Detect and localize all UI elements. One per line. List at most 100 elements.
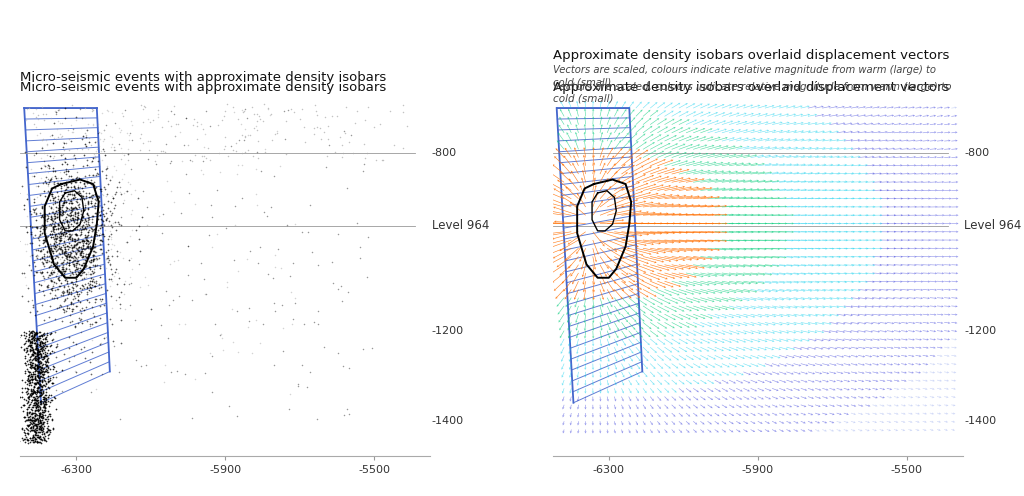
Point: [18, 388, 35, 396]
Point: [31, 405, 47, 413]
Point: [41, 244, 57, 251]
Point: [68, 203, 84, 211]
Point: [25, 385, 41, 393]
Point: [92, 147, 109, 155]
Point: [32, 409, 48, 417]
Point: [28, 399, 44, 407]
Point: [53, 232, 70, 240]
Point: [97, 174, 114, 182]
Point: [26, 364, 42, 372]
Point: [83, 232, 99, 240]
Point: [48, 279, 65, 287]
Point: [382, 107, 398, 115]
Point: [45, 275, 61, 283]
Point: [23, 358, 39, 366]
Point: [43, 221, 59, 229]
Point: [74, 223, 90, 231]
Point: [25, 350, 41, 358]
Point: [241, 131, 257, 139]
Point: [50, 133, 67, 141]
Point: [22, 434, 38, 441]
Point: [32, 423, 48, 431]
Point: [46, 243, 62, 250]
Point: [28, 329, 44, 337]
Point: [22, 337, 38, 345]
Point: [37, 367, 53, 375]
Point: [47, 234, 63, 242]
Point: [26, 433, 42, 441]
Point: [65, 175, 81, 183]
Point: [63, 243, 80, 251]
Point: [108, 201, 124, 209]
Point: [245, 152, 261, 160]
Point: [28, 342, 44, 350]
Point: [85, 269, 101, 277]
Point: [53, 184, 70, 192]
Point: [180, 242, 197, 250]
Point: [78, 217, 94, 225]
Point: [48, 225, 65, 233]
Point: [228, 307, 245, 315]
Point: [89, 255, 105, 263]
Point: [31, 358, 47, 366]
Point: [204, 388, 220, 396]
Point: [90, 194, 106, 202]
Point: [27, 311, 43, 319]
Point: [17, 273, 34, 281]
Point: [98, 255, 115, 263]
Point: [27, 331, 43, 339]
Point: [6, 290, 23, 298]
Point: [72, 314, 88, 322]
Point: [48, 292, 65, 300]
Point: [89, 120, 105, 128]
Point: [63, 268, 80, 276]
Point: [16, 413, 33, 421]
Point: [78, 303, 94, 311]
Point: [22, 363, 38, 371]
Point: [34, 301, 50, 309]
Point: [36, 117, 52, 124]
Point: [244, 103, 260, 111]
Point: [87, 195, 103, 203]
Point: [30, 355, 46, 363]
Point: [208, 230, 224, 238]
Point: [31, 374, 47, 382]
Point: [229, 348, 246, 356]
Point: [44, 214, 60, 222]
Point: [22, 240, 38, 248]
Point: [73, 226, 89, 234]
Point: [35, 373, 51, 381]
Point: [91, 185, 108, 193]
Point: [338, 184, 354, 192]
Point: [29, 340, 45, 348]
Point: [78, 283, 94, 291]
Point: [87, 248, 103, 255]
Point: [81, 281, 97, 289]
Point: [209, 186, 225, 194]
Point: [213, 330, 229, 338]
Point: [29, 424, 45, 432]
Point: [29, 352, 45, 360]
Point: [53, 289, 70, 297]
Point: [61, 289, 78, 297]
Point: [219, 283, 236, 291]
Point: [18, 329, 35, 337]
Point: [51, 119, 68, 127]
Point: [35, 259, 51, 267]
Point: [86, 262, 102, 270]
Point: [69, 241, 85, 248]
Point: [28, 224, 44, 232]
Point: [117, 160, 133, 168]
Point: [49, 220, 66, 228]
Point: [48, 108, 65, 116]
Point: [98, 171, 115, 179]
Point: [283, 390, 299, 398]
Point: [24, 375, 40, 383]
Point: [41, 263, 57, 271]
Point: [327, 148, 343, 156]
Point: [374, 156, 390, 164]
Point: [72, 249, 88, 257]
Point: [44, 415, 60, 423]
Point: [57, 158, 74, 166]
Point: [23, 228, 39, 236]
